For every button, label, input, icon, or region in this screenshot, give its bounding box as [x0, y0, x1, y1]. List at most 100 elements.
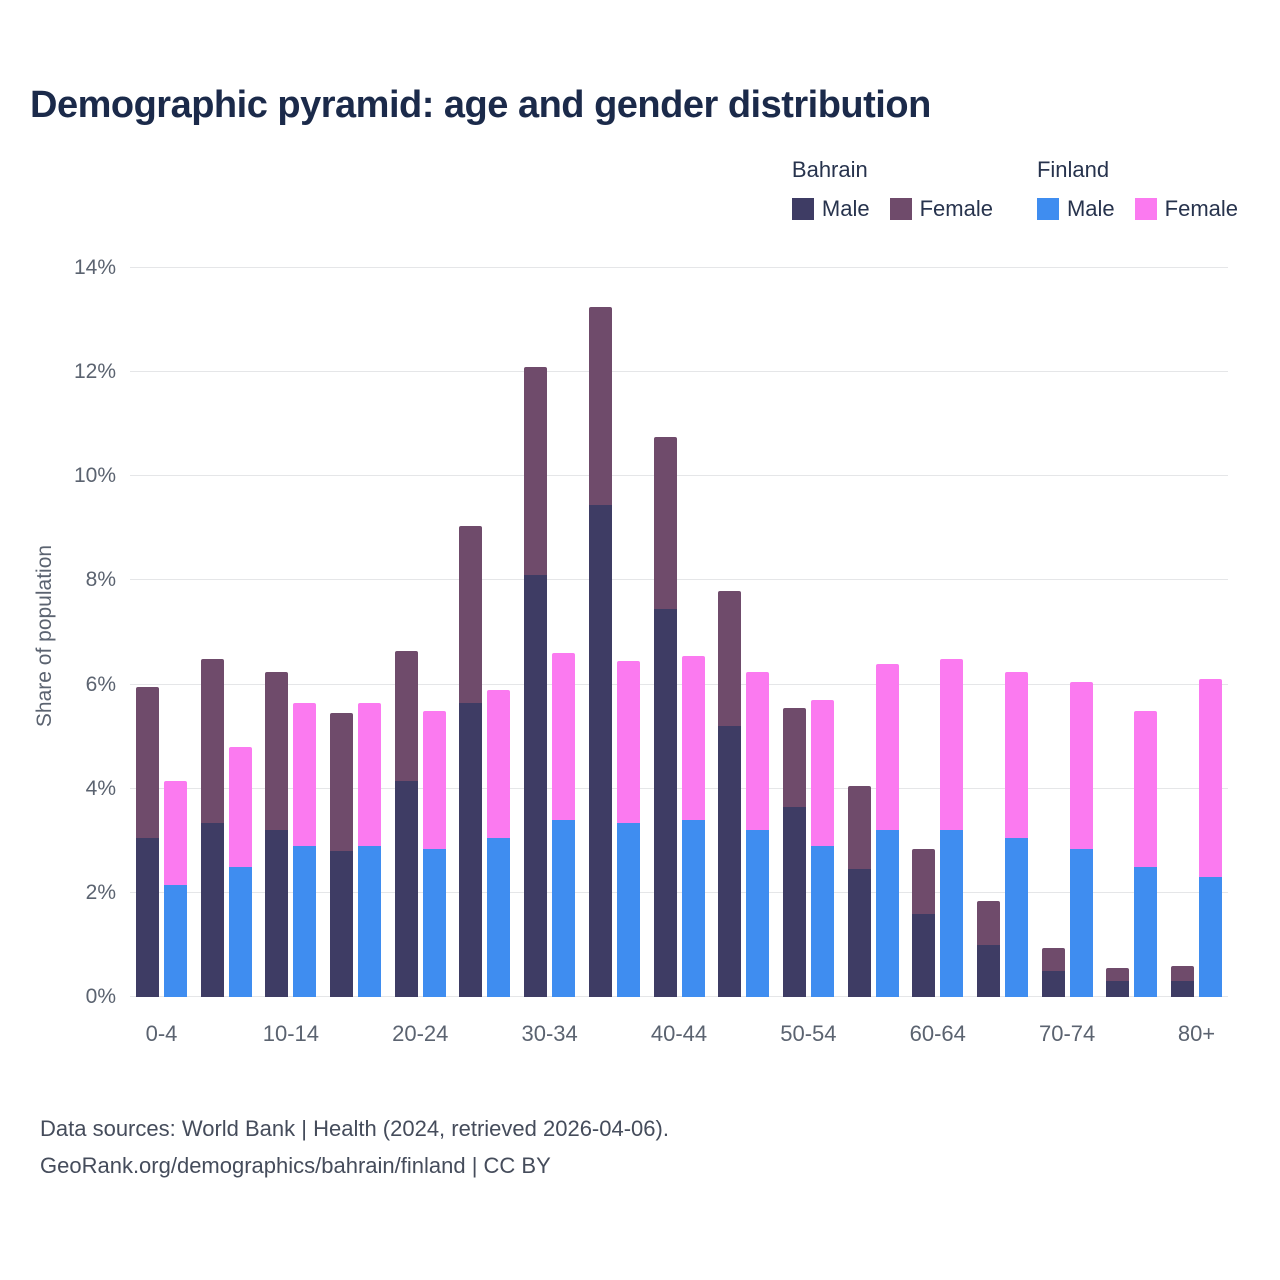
bar-bahrain-70-74	[1041, 947, 1065, 997]
y-axis-tick-label: 4%	[85, 776, 116, 800]
legend-items: Male Female	[791, 196, 993, 222]
legend-items: Male Female	[1036, 196, 1238, 222]
bar-finland-25-29	[487, 689, 511, 997]
bar-group-45-49	[718, 590, 770, 997]
segment-bahrain-female	[653, 437, 677, 610]
bar-group-75-79	[1106, 710, 1158, 997]
segment-bahrain-male	[1171, 981, 1194, 997]
segment-finland-female	[552, 653, 576, 820]
page-title: Demographic pyramid: age and gender dist…	[30, 84, 931, 126]
y-axis-tick-label: 8%	[85, 568, 116, 592]
y-axis-title: Share of population	[33, 544, 56, 728]
segment-finland-male	[1004, 838, 1028, 997]
bar-group-80+: 80+	[1171, 679, 1222, 1046]
gridline	[130, 267, 1228, 268]
bar-group-60-64: 60-64	[910, 658, 966, 1046]
gridline	[130, 475, 1228, 477]
y-axis-tick-label: 6%	[85, 672, 116, 696]
x-axis-tick-label: 80+	[1177, 1021, 1216, 1046]
gridline	[130, 996, 1228, 997]
bar-group-30-34: 30-34	[521, 366, 578, 1046]
segment-bahrain-male	[394, 780, 418, 997]
bar-group-0-4: 0-4	[136, 687, 187, 1046]
segment-bahrain-male	[718, 726, 742, 997]
gridline	[130, 371, 1228, 373]
legend-swatch-icon	[1036, 198, 1059, 220]
x-axis-tick-label: 40-44	[650, 1021, 708, 1046]
segment-bahrain-male	[588, 504, 612, 997]
segment-bahrain-female	[330, 713, 354, 852]
bars-container: 0-4 10-14 20-24 30-34 40-44 50-54 60-64 70-74 80…	[130, 268, 1228, 1046]
segment-bahrain-male	[782, 806, 806, 997]
bar-group-55-59	[847, 663, 899, 997]
x-axis-tick-label: 50-54	[780, 1021, 837, 1046]
segment-finland-female	[746, 671, 770, 831]
bar-finland-15-19	[358, 702, 382, 997]
segment-bahrain-male	[459, 702, 483, 997]
bar-bahrain-65-69	[976, 900, 1000, 997]
legend-item-finland-female: Female	[1134, 196, 1238, 222]
segment-bahrain-female	[524, 366, 548, 576]
legend-group-finland: Finland Male Female	[1036, 157, 1238, 222]
legend-item-label: Male	[821, 196, 870, 221]
bar-group-70-74: 70-74	[1039, 681, 1095, 1046]
segment-finland-male	[164, 885, 187, 997]
legend-item-bahrain-female: Female	[889, 196, 993, 222]
segment-finland-female	[1069, 681, 1093, 849]
x-axis-tick-label: 70-74	[1038, 1021, 1096, 1046]
bar-group-35-39	[588, 307, 640, 997]
segment-finland-female	[810, 700, 834, 846]
legend-item-finland-male: Male	[1036, 196, 1115, 222]
bar-bahrain-50-54	[782, 708, 806, 997]
segment-finland-male	[746, 830, 770, 997]
bar-finland-80+	[1199, 679, 1222, 997]
segment-bahrain-male	[976, 944, 1000, 997]
segment-bahrain-female	[782, 708, 806, 807]
bar-bahrain-80+	[1171, 965, 1194, 997]
footer: Data sources: World Bank | Health (2024,…	[40, 1110, 669, 1184]
segment-bahrain-female	[200, 658, 224, 823]
segment-bahrain-male	[912, 913, 936, 997]
legend-item-bahrain-male: Male	[791, 196, 870, 222]
bar-group-40-44: 40-44	[651, 437, 707, 1046]
segment-finland-male	[487, 838, 511, 997]
bar-finland-70-74	[1069, 681, 1093, 997]
segment-bahrain-male	[524, 575, 548, 997]
data-sources-line: Data sources: World Bank | Health (2024,…	[40, 1116, 669, 1141]
segment-finland-female	[164, 780, 187, 886]
x-axis-tick-label: 0-4	[145, 1021, 178, 1046]
segment-bahrain-female	[136, 687, 159, 839]
segment-bahrain-male	[847, 869, 871, 997]
bar-bahrain-15-19	[330, 713, 354, 997]
gridline	[130, 891, 1228, 893]
gridlines-layer: 0% 2% 4% 6% 8% 10% 12% 14%	[74, 256, 1228, 1008]
legend-swatch-icon	[889, 198, 912, 220]
segment-bahrain-female	[265, 671, 289, 831]
segment-bahrain-female	[718, 590, 742, 727]
legend-group-bahrain: Bahrain Male Female	[791, 157, 993, 222]
y-axis-tick-label: 12%	[73, 360, 116, 384]
bar-bahrain-30-34	[524, 366, 548, 997]
bar-bahrain-40-44	[653, 437, 677, 997]
segment-finland-female	[1134, 710, 1158, 867]
segment-bahrain-female	[588, 307, 612, 505]
segment-finland-male	[940, 830, 964, 997]
bar-bahrain-20-24	[394, 650, 418, 997]
segment-bahrain-female	[1106, 968, 1130, 982]
bar-bahrain-60-64	[912, 848, 936, 997]
bar-finland-10-14	[293, 702, 317, 997]
bar-finland-60-64	[940, 658, 964, 997]
bar-group-5-9	[200, 658, 252, 997]
bar-finland-45-49	[746, 671, 770, 997]
y-axis-tick-label: 14%	[73, 256, 116, 279]
bar-group-15-19	[330, 702, 382, 997]
bar-group-10-14: 10-14	[263, 671, 319, 1046]
plot-area: 0% 2% 4% 6% 8% 10% 12% 14% 0-4 10-14 20-24 30-34 40…	[74, 256, 1228, 1046]
bar-finland-75-79	[1134, 710, 1158, 997]
y-axis-tick-label: 0%	[85, 985, 116, 1008]
legend-item-label: Female	[919, 196, 993, 221]
segment-finland-female	[293, 702, 317, 846]
bar-bahrain-10-14	[265, 671, 289, 997]
bar-finland-35-39	[616, 661, 640, 997]
segment-bahrain-female	[976, 900, 1000, 945]
